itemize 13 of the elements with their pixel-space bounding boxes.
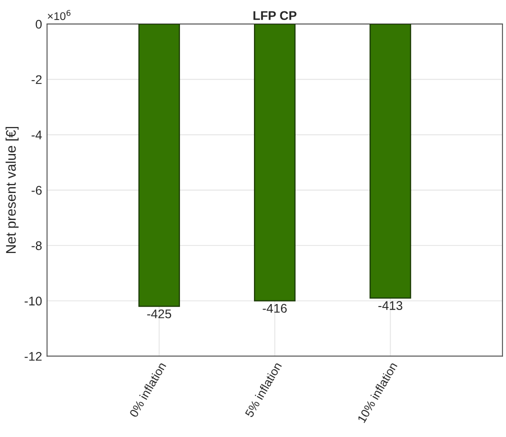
y-tick-label: -4 — [32, 130, 42, 140]
y-tick-label: 0 — [36, 20, 42, 29]
y-tick-label: -8 — [32, 241, 42, 250]
y-tick-label: -2 — [32, 75, 42, 84]
y-axis-title: Net present value [€] — [6, 127, 19, 254]
y-tick-label: -6 — [32, 186, 42, 195]
annotation: -425 — [147, 309, 172, 318]
chart-title: LFP CP — [253, 11, 296, 20]
annotation: -416 — [262, 304, 287, 313]
y-tick-label: -12 — [24, 352, 42, 361]
y-tick-label: -10 — [24, 296, 42, 306]
text: ×10$^{6}$ — [48, 10, 70, 20]
annotation: -413 — [378, 301, 402, 310]
